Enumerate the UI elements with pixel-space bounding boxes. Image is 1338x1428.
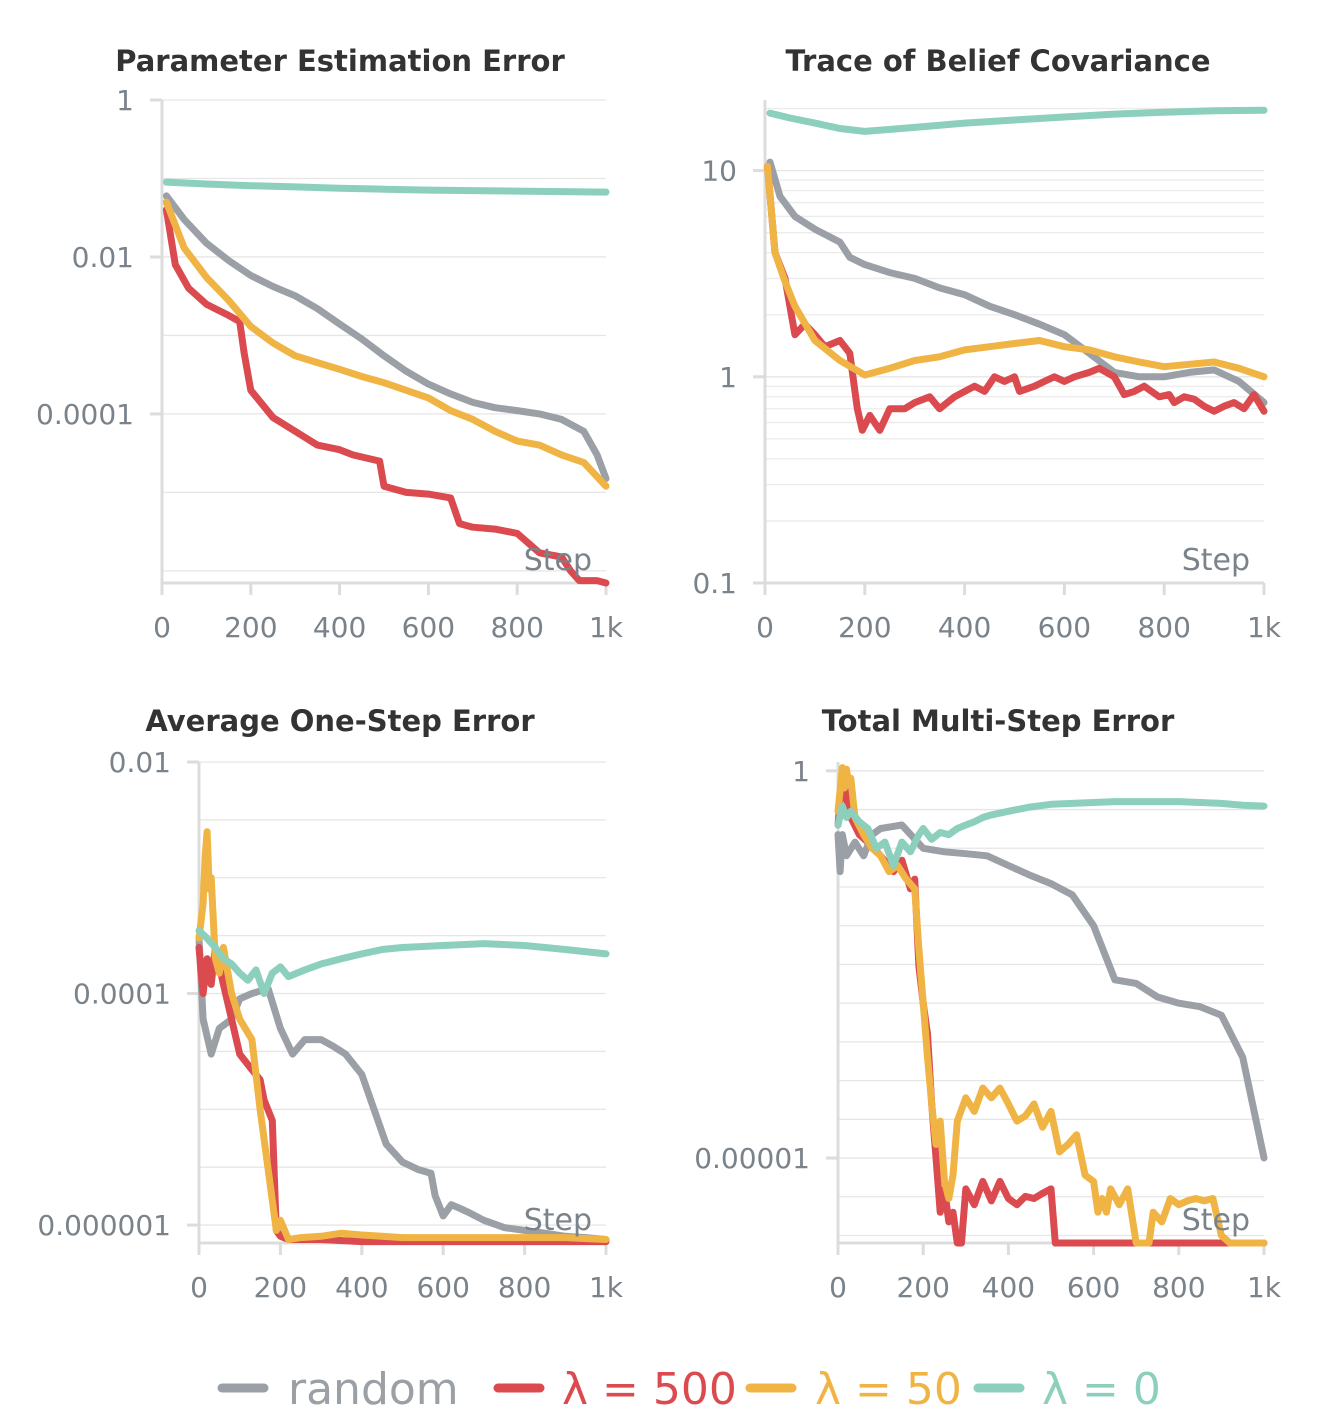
series-line-lambda-0: [766, 106, 1268, 135]
x-tick-label: 800: [498, 1271, 551, 1304]
legend: random λ = 500 λ = 50 λ = 0: [217, 1364, 1161, 1415]
x-tick-label: 200: [896, 1271, 949, 1304]
series-line-random: [195, 934, 610, 1243]
panel-trace-belief-covariance: Trace of Belief Covariance 10 1 0.1 0 200 400…: [692, 44, 1281, 644]
x-tick-label: 800: [1137, 611, 1190, 644]
series-line-random: [766, 158, 1268, 407]
panel-parameter-estimation-error: Parameter Estimation Error 1 0.01 0.0001 0 2…: [36, 44, 624, 644]
y-tick-label: 1: [719, 361, 737, 394]
legend-item-l50: λ = 50: [745, 1364, 962, 1415]
y-tick-label: 0.1: [692, 567, 737, 600]
series-line-lambda-500: [162, 206, 610, 587]
x-tick-label: 200: [838, 611, 891, 644]
y-tick-label: 0.01: [72, 241, 134, 274]
legend-label: λ = 50: [815, 1364, 962, 1415]
series-line-lambda-0: [834, 798, 1268, 869]
series-line-random: [162, 192, 610, 483]
y-tick-label: 0.0001: [36, 398, 134, 431]
y-tick-label: 0.0001: [73, 978, 171, 1011]
series-line-lambda-50: [764, 162, 1268, 381]
x-tick-label: 400: [335, 1271, 388, 1304]
y-tick-label: 1: [116, 84, 134, 117]
series-line-lambda-500: [764, 162, 1268, 434]
x-tick-label: 400: [982, 1271, 1035, 1304]
series-group: [764, 106, 1268, 434]
x-tick-label: 600: [416, 1271, 469, 1304]
legend-label: λ = 500: [562, 1364, 737, 1415]
legend-item-l500: λ = 500: [493, 1364, 737, 1415]
legend-item-l0: λ = 0: [973, 1364, 1161, 1415]
y-tick-label: 0.01: [109, 746, 171, 779]
x-axis-label: Step: [524, 1203, 592, 1238]
series-group: [834, 764, 1268, 1247]
x-axis-label: Step: [524, 543, 592, 578]
x-tick-label: 0: [829, 1271, 847, 1304]
gridlines: [162, 99, 606, 572]
x-tick-label: 600: [402, 611, 455, 644]
series-group: [195, 828, 610, 1246]
x-tick-label: 0: [190, 1271, 208, 1304]
y-tick-label: 1: [792, 755, 810, 788]
legend-item-random: random: [217, 1364, 459, 1415]
y-tick-label: 0.00001: [694, 1142, 810, 1175]
legend-label: λ = 0: [1042, 1364, 1161, 1415]
gridlines: [199, 761, 606, 1226]
series-line-lambda-50: [195, 828, 610, 1243]
legend-label: random: [288, 1364, 459, 1415]
panel-title: Parameter Estimation Error: [115, 44, 565, 78]
series-line-random: [834, 821, 1268, 1162]
x-tick-label: 400: [313, 611, 366, 644]
panel-title: Average One-Step Error: [145, 704, 535, 738]
panel-average-one-step-error: Average One-Step Error 0.01 0.0001 0.00000…: [37, 704, 623, 1304]
series-group: [162, 178, 610, 587]
panel-title: Trace of Belief Covariance: [785, 44, 1210, 78]
x-tick-label: 0: [756, 611, 774, 644]
panel-total-multi-step-error: Total Multi-Step Error 1 0.00001 0 200 400 60…: [694, 704, 1282, 1304]
x-tick-label: 800: [1152, 1271, 1205, 1304]
x-axis-label: Step: [1182, 1203, 1250, 1238]
x-tick-label: 1k: [589, 611, 624, 644]
y-tick-label: 0.000001: [37, 1209, 171, 1242]
series-line-lambda-0: [162, 178, 610, 196]
x-tick-label: 600: [1038, 611, 1091, 644]
x-tick-label: 800: [490, 611, 543, 644]
x-tick-label: 200: [224, 611, 277, 644]
x-tick-label: 1k: [1247, 1271, 1282, 1304]
series-line-lambda-50: [834, 764, 1268, 1247]
panel-title: Total Multi-Step Error: [822, 704, 1175, 738]
x-tick-label: 200: [254, 1271, 307, 1304]
series-line-lambda-0: [195, 927, 610, 997]
y-tick-label: 10: [701, 155, 737, 188]
x-tick-label: 400: [938, 611, 991, 644]
x-axis-label: Step: [1182, 543, 1250, 578]
x-tick-label: 0: [153, 611, 171, 644]
x-tick-label: 1k: [589, 1271, 624, 1304]
x-tick-label: 1k: [1247, 611, 1282, 644]
x-tick-label: 600: [1067, 1271, 1120, 1304]
series-line-lambda-50: [162, 198, 610, 490]
